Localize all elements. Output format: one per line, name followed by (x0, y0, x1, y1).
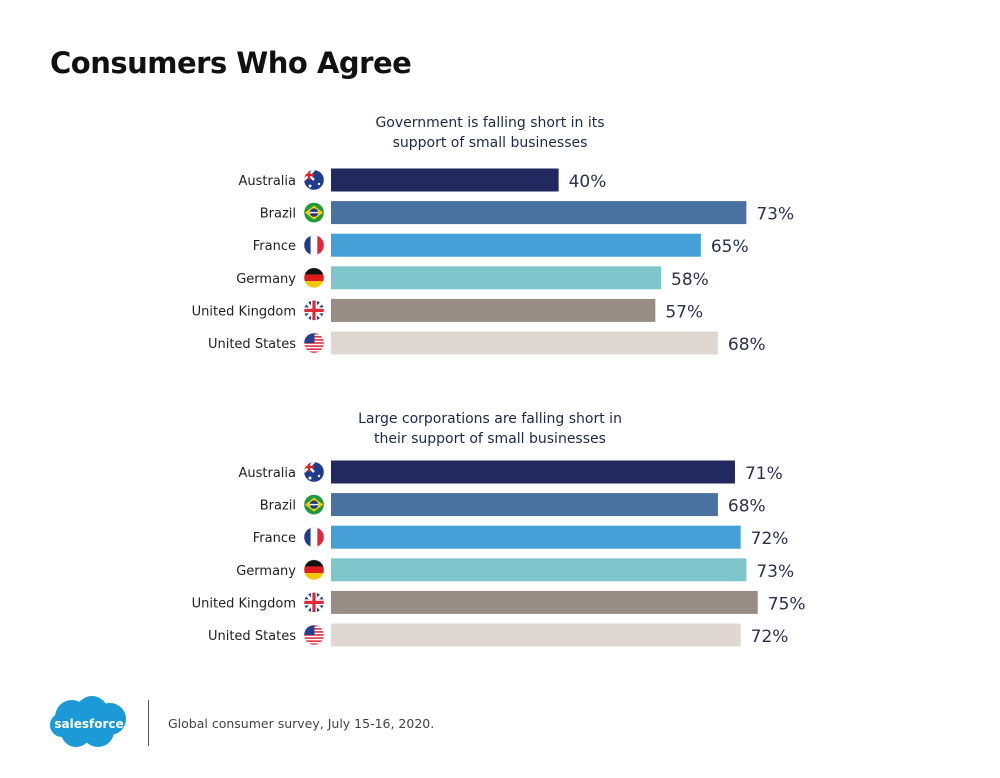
chart-1-title-line-2: support of small businesses (392, 135, 588, 151)
chart-2: Australia 71% Brazil 68% France 72% Germany 73%… (192, 460, 806, 647)
footer-note: Global consumer survey, July 15-16, 2020… (168, 716, 435, 731)
bar-row-france: France 65% (253, 233, 749, 257)
category-label: United Kingdom (192, 304, 296, 319)
united-states-flag-icon (303, 624, 325, 646)
bar (331, 590, 758, 614)
cloud-icon (50, 696, 126, 747)
united-kingdom-flag-icon (303, 592, 325, 613)
category-label: United States (208, 629, 296, 644)
brazil-flag-icon (303, 494, 325, 515)
bar (331, 525, 741, 549)
category-label: France (253, 531, 296, 546)
value-label: 73% (756, 205, 794, 225)
chart-2-title-line-2: their support of small businesses (374, 431, 606, 447)
bar (331, 331, 718, 355)
bar-row-united-kingdom: United Kingdom 57% (192, 298, 703, 322)
category-label: United States (208, 337, 296, 352)
value-label: 73% (756, 562, 794, 582)
bar (331, 298, 656, 322)
salesforce-logo: salesforce (50, 696, 126, 747)
bar-row-australia: Australia 40% (238, 168, 607, 192)
category-label: United Kingdom (192, 596, 296, 611)
bar (331, 201, 747, 225)
chart-1: Australia 40% Brazil 73% France 65% Germany 58%… (192, 168, 794, 355)
category-label: Germany (236, 272, 296, 287)
bar (331, 623, 741, 647)
category-label: Germany (236, 564, 296, 579)
bar (331, 493, 718, 517)
value-label: 71% (745, 464, 783, 484)
united-kingdom-flag-icon (303, 300, 325, 321)
chart-1-title-line-1: Government is falling short in its (375, 115, 605, 131)
value-label: 58% (671, 270, 709, 290)
category-label: Brazil (260, 499, 296, 514)
australia-flag-icon (303, 169, 325, 191)
france-flag-icon (303, 526, 325, 548)
bar (331, 266, 662, 290)
value-label: 75% (768, 594, 806, 614)
bar-row-united-states: United States 68% (208, 331, 766, 355)
value-label: 68% (728, 335, 766, 355)
bar-row-brazil: Brazil 73% (260, 201, 794, 225)
value-label: 72% (751, 627, 789, 647)
brazil-flag-icon (303, 202, 325, 223)
value-label: 40% (569, 172, 607, 192)
chart-1-title: Government is falling short in its suppo… (290, 113, 690, 153)
germany-flag-icon (303, 559, 325, 581)
category-label: Australia (238, 174, 296, 189)
chart-2-title: Large corporations are falling short in … (290, 409, 690, 449)
bar-row-brazil: Brazil 68% (260, 493, 766, 517)
logo-text: salesforce (54, 717, 123, 731)
france-flag-icon (303, 234, 325, 256)
value-label: 65% (711, 237, 749, 257)
germany-flag-icon (303, 267, 325, 289)
bar-row-france: France 72% (253, 525, 789, 549)
bar-row-australia: Australia 71% (238, 460, 783, 484)
united-states-flag-icon (303, 332, 325, 354)
value-label: 57% (665, 302, 703, 322)
footer-divider (148, 700, 149, 746)
category-label: France (253, 239, 296, 254)
bar (331, 460, 735, 484)
bar-row-united-kingdom: United Kingdom 75% (192, 590, 806, 614)
bar (331, 233, 701, 257)
bar-row-germany: Germany 73% (236, 558, 794, 582)
australia-flag-icon (303, 461, 325, 483)
category-label: Brazil (260, 207, 296, 222)
value-label: 72% (751, 529, 789, 549)
value-label: 68% (728, 497, 766, 517)
chart-2-title-line-1: Large corporations are falling short in (358, 411, 622, 427)
bar (331, 558, 747, 582)
bar-row-germany: Germany 58% (236, 266, 709, 290)
category-label: Australia (238, 466, 296, 481)
page-title: Consumers Who Agree (50, 46, 412, 80)
bar-row-united-states: United States 72% (208, 623, 789, 647)
bar (331, 168, 559, 192)
